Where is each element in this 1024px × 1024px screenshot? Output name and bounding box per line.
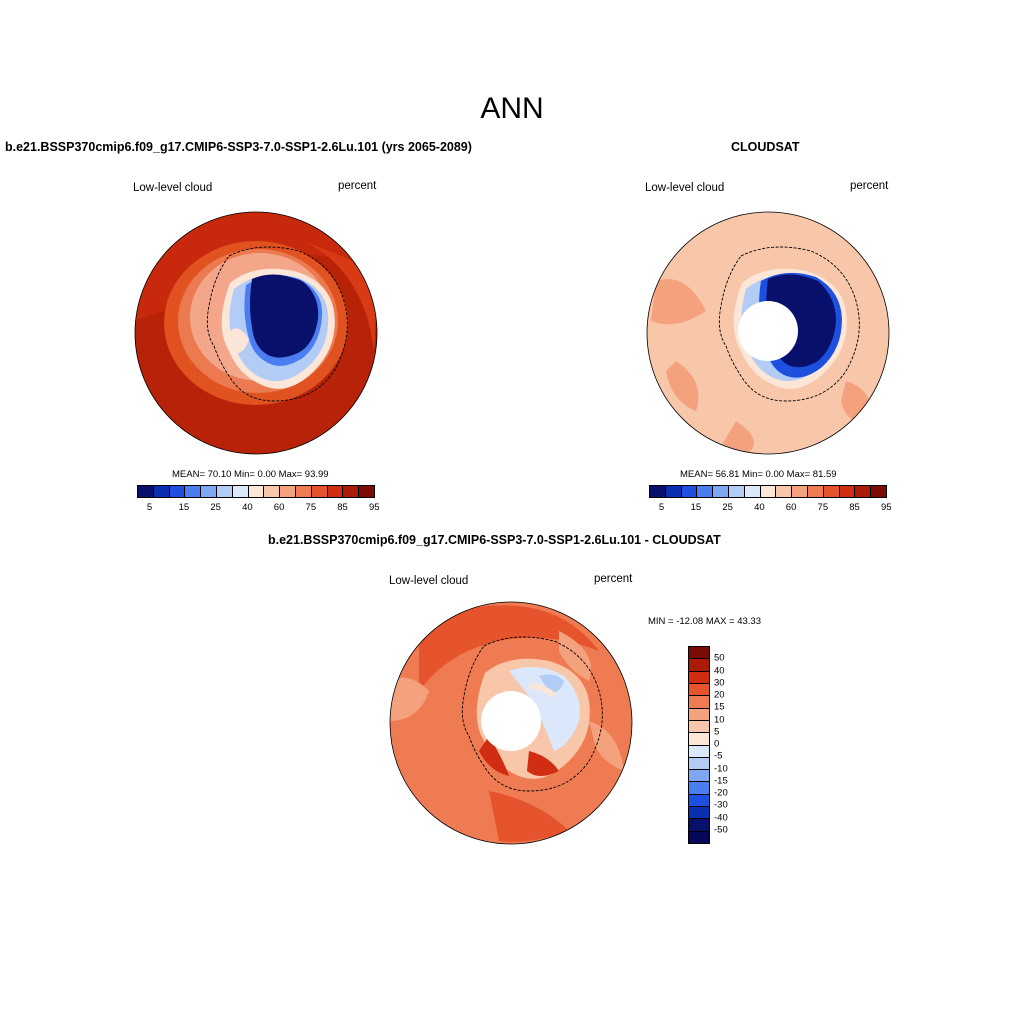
panel-3-colorbar-swatch-13 bbox=[689, 807, 709, 820]
panel-2-map bbox=[646, 211, 890, 455]
panel-2-colorbar-label-0: 5 bbox=[658, 502, 665, 513]
panel-2-colorbar-label-6: 85 bbox=[849, 502, 860, 513]
panel-3-colorbar-swatch-1 bbox=[689, 659, 709, 672]
panel-3-colorbar-swatch-6 bbox=[689, 720, 709, 734]
panel-3-colorbar-swatch-5 bbox=[689, 708, 709, 721]
panel-1-colorbar-label-5: 75 bbox=[305, 502, 317, 513]
panel-3-colorbar-swatch-10 bbox=[689, 770, 709, 783]
panel-1-colorbar-swatch-9 bbox=[280, 486, 296, 497]
panel-1-colorbar-swatch-3 bbox=[185, 486, 202, 497]
panel-3-colorbar-swatch-4 bbox=[689, 696, 709, 709]
panel-3-colorbar-label-3: 20 bbox=[714, 689, 725, 701]
panel-2-colorbar-swatch-3 bbox=[697, 486, 714, 497]
panel-3-colorbar-label-10: -15 bbox=[714, 775, 728, 787]
panel-3-colorbar-label-12: -30 bbox=[714, 799, 728, 811]
panel-1-colorbar-label-6: 85 bbox=[337, 502, 348, 513]
panel-1-title: b.e21.BSSP370cmip6.f09_g17.CMIP6-SSP3-7.… bbox=[5, 140, 472, 154]
panel-3-colorbar-label-13: -40 bbox=[714, 812, 728, 823]
panel-3-units-label: percent bbox=[594, 573, 633, 585]
panel-2-colorbar-swatch-6 bbox=[744, 486, 761, 497]
panel-2-units-label: percent bbox=[850, 180, 889, 192]
panel-3-colorbar-swatch-2 bbox=[689, 671, 709, 684]
panel-3-colorbar-swatch-0 bbox=[689, 647, 709, 660]
panel-1-colorbar-swatch-12 bbox=[327, 486, 344, 497]
panel-1-colorbar-swatch-1 bbox=[153, 486, 170, 497]
panel-3-colorbar-label-11: -20 bbox=[714, 787, 728, 799]
panel-3-colorbar-swatch-3 bbox=[689, 683, 709, 697]
panel-2-colorbar-swatch-4 bbox=[713, 486, 729, 497]
panel-3-variable-label: Low-level cloud bbox=[389, 575, 469, 587]
panel-3-colorbar-swatch-8 bbox=[689, 745, 709, 758]
panel-3-colorbar-swatch-7 bbox=[689, 733, 709, 746]
panel-3-colorbar-label-0: 50 bbox=[714, 652, 725, 664]
panel-2-colorbar-swatch-12 bbox=[839, 486, 856, 497]
panel-3-stats: MIN = -12.08 MAX = 43.33 bbox=[648, 616, 762, 627]
panel-3-title: b.e21.BSSP370cmip6.f09_g17.CMIP6-SSP3-7.… bbox=[268, 533, 721, 547]
panel-1-variable-label: Low-level cloud bbox=[133, 182, 213, 194]
panel-1-colorbar-label-4: 60 bbox=[273, 502, 285, 513]
panel-1-colorbar-label-0: 5 bbox=[146, 502, 153, 513]
panel-2-colorbar-swatch-2 bbox=[681, 486, 698, 497]
panel-1-map bbox=[134, 211, 378, 455]
panel-2-colorbar-label-5: 75 bbox=[817, 502, 829, 513]
panel-1-colorbar-swatch-13 bbox=[343, 486, 360, 497]
panel-1-colorbar-swatch-2 bbox=[169, 486, 186, 497]
panel-2-colorbar-swatch-7 bbox=[760, 486, 777, 497]
panel-2-colorbar-swatch-10 bbox=[807, 486, 824, 497]
panel-3-colorbar-label-9: -10 bbox=[714, 763, 728, 774]
panel-2-colorbar-label-7: 95 bbox=[881, 502, 892, 513]
panel-1-colorbar-swatch-6 bbox=[232, 486, 249, 497]
panel-1-colorbar-labels: 5 15 25 40 60 75 85 95 bbox=[137, 502, 380, 514]
panel-1-colorbar-swatch-0 bbox=[138, 486, 154, 497]
panel-3-colorbar bbox=[688, 646, 710, 844]
panel-3-colorbar-label-8: -5 bbox=[714, 750, 723, 762]
panel-1-colorbar-swatch-7 bbox=[248, 486, 265, 497]
panel-2-colorbar-label-1: 15 bbox=[690, 502, 702, 513]
panel-3-colorbar-swatch-9 bbox=[689, 757, 709, 771]
panel-1-colorbar bbox=[137, 485, 375, 498]
panel-2-colorbar-swatch-13 bbox=[855, 486, 872, 497]
panel-3-colorbar-label-5: 10 bbox=[714, 714, 725, 725]
panel-3-colorbar-swatch-12 bbox=[689, 794, 709, 808]
panel-2-colorbar-label-4: 60 bbox=[785, 502, 797, 513]
panel-2-colorbar-labels: 5 15 25 40 60 75 85 95 bbox=[649, 502, 892, 514]
panel-3-colorbar-label-14: -50 bbox=[714, 824, 728, 836]
panel-3-colorbar-label-2: 30 bbox=[714, 677, 725, 689]
panel-2-stats: MEAN= 56.81 Min= 0.00 Max= 81.59 bbox=[680, 469, 837, 480]
panel-2-colorbar-swatch-5 bbox=[728, 486, 745, 497]
panel-1-colorbar-swatch-10 bbox=[295, 486, 312, 497]
panel-3-colorbar-label-1: 40 bbox=[714, 665, 725, 676]
panel-2-colorbar-swatch-9 bbox=[792, 486, 808, 497]
panel-1-colorbar-swatch-8 bbox=[264, 486, 281, 497]
panel-3-colorbar-label-6: 5 bbox=[714, 726, 720, 738]
panel-2-colorbar-swatch-11 bbox=[823, 486, 840, 497]
panel-2-colorbar bbox=[649, 485, 887, 498]
panel-1-colorbar-swatch-11 bbox=[311, 486, 328, 497]
panel-2-colorbar-label-2: 25 bbox=[722, 502, 733, 513]
panel-1-stats: MEAN= 70.10 Min= 0.00 Max= 93.99 bbox=[172, 469, 329, 480]
panel-1-colorbar-swatch-14 bbox=[359, 486, 374, 497]
panel-3-colorbar-label-4: 15 bbox=[714, 701, 725, 713]
panel-2-variable-label: Low-level cloud bbox=[645, 182, 725, 194]
panel-2-colorbar-swatch-1 bbox=[665, 486, 682, 497]
panel-3-map bbox=[389, 601, 633, 845]
panel-3-colorbar-swatch-15 bbox=[689, 831, 709, 843]
panel-2-colorbar-swatch-8 bbox=[776, 486, 793, 497]
panel-2-colorbar-swatch-0 bbox=[650, 486, 666, 497]
panel-1-colorbar-label-1: 15 bbox=[178, 502, 190, 513]
panel-3-colorbar-label-7: 0 bbox=[714, 738, 720, 750]
panel-2-title: CLOUDSAT bbox=[731, 140, 800, 154]
panel-2-colorbar-label-3: 40 bbox=[754, 502, 765, 513]
main-title: ANN bbox=[480, 92, 544, 125]
panel-1-colorbar-label-3: 40 bbox=[242, 502, 253, 513]
panel-3-colorbar-swatch-11 bbox=[689, 782, 709, 795]
panel-1-units-label: percent bbox=[338, 180, 377, 192]
panel-2-colorbar-swatch-14 bbox=[871, 486, 886, 497]
panel-1-colorbar-label-2: 25 bbox=[210, 502, 221, 513]
panel-3-colorbar-swatch-14 bbox=[689, 819, 709, 832]
panel-1-colorbar-label-7: 95 bbox=[369, 502, 380, 513]
panel-1-colorbar-swatch-5 bbox=[216, 486, 233, 497]
panel-1-colorbar-swatch-4 bbox=[201, 486, 217, 497]
